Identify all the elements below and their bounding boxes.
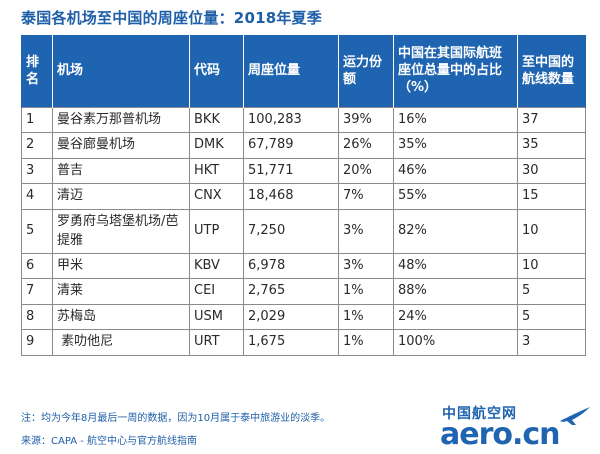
cell-capacity-share: 20%: [338, 157, 394, 184]
cell-china-share: 88%: [393, 278, 518, 305]
cell-china-share: 16%: [393, 106, 518, 133]
cell-airport: 曼谷廊曼机场: [52, 132, 190, 159]
cell-rank: 2: [21, 132, 53, 159]
header-code: 代码: [189, 35, 244, 107]
header-capacity-share: 运力份额: [338, 35, 394, 107]
cell-route-count: 3: [517, 329, 586, 356]
cell-airport: 甲米: [52, 252, 190, 279]
cell-rank: 9: [21, 329, 53, 356]
cell-airport: 苏梅岛: [52, 303, 190, 330]
logo-chinese-text: 中国航空网: [442, 406, 517, 422]
cell-weekly-seats: 2,765: [243, 278, 339, 305]
cell-china-share: 46%: [393, 157, 518, 184]
cell-code: CEI: [189, 278, 244, 305]
cell-china-share: 55%: [393, 183, 518, 210]
cell-code: CNX: [189, 183, 244, 210]
cell-rank: 8: [21, 303, 53, 330]
cell-capacity-share: 3%: [338, 252, 394, 279]
header-route-count: 至中国的航线数量: [517, 35, 586, 107]
cell-code: KBV: [189, 252, 244, 279]
aero-cn-logo: 中国航空网 aero.cn: [440, 403, 595, 452]
cell-route-count: 15: [517, 183, 586, 210]
cell-code: BKK: [189, 106, 244, 133]
cell-weekly-seats: 18,468: [243, 183, 339, 210]
cell-weekly-seats: 2,029: [243, 303, 339, 330]
table-row: 7 清莱 CEI 2,765 1% 88% 5: [21, 278, 586, 305]
cell-route-count: 10: [517, 208, 586, 254]
cell-china-share: 48%: [393, 252, 518, 279]
cell-rank: 4: [21, 183, 53, 210]
cell-airport: 曼谷素万那普机场: [52, 106, 190, 133]
cell-china-share: 100%: [393, 329, 518, 356]
table-row: 9 素叻他尼 URT 1,675 1% 100% 3: [21, 329, 586, 356]
cell-airport: 清莱: [52, 278, 190, 305]
cell-airport: 素叻他尼: [52, 329, 190, 356]
cell-weekly-seats: 100,283: [243, 106, 339, 133]
cell-rank: 7: [21, 278, 53, 305]
cell-capacity-share: 26%: [338, 132, 394, 159]
cell-code: URT: [189, 329, 244, 356]
cell-china-share: 35%: [393, 132, 518, 159]
cell-airport: 普吉: [52, 157, 190, 184]
cell-route-count: 5: [517, 303, 586, 330]
cell-weekly-seats: 1,675: [243, 329, 339, 356]
cell-capacity-share: 39%: [338, 106, 394, 133]
header-china-share: 中国在其国际航班座位总量中的占比（%）: [393, 35, 518, 107]
footnote: 注：均为今年8月最后一周的数据，因为10月属于泰中旅游业的淡季。: [21, 413, 331, 424]
table-row: 4 清迈 CNX 18,468 7% 55% 15: [21, 183, 586, 210]
cell-airport: 清迈: [52, 183, 190, 210]
cell-weekly-seats: 51,771: [243, 157, 339, 184]
cell-route-count: 35: [517, 132, 586, 159]
cell-capacity-share: 7%: [338, 183, 394, 210]
header-rank: 排名: [21, 35, 53, 107]
header-airport: 机场: [52, 35, 190, 107]
page-title: 泰国各机场至中国的周座位量：2018年夏季: [21, 9, 322, 27]
cell-airport: 罗勇府乌塔堡机场/芭提雅: [52, 208, 190, 254]
table-header-row: 排名 机场 代码 周座位量 运力份额 中国在其国际航班座位总量中的占比（%） 至…: [21, 35, 586, 107]
cell-code: USM: [189, 303, 244, 330]
table-row: 8 苏梅岛 USM 2,029 1% 24% 5: [21, 303, 586, 330]
cell-weekly-seats: 7,250: [243, 208, 339, 254]
table-row: 3 普吉 HKT 51,771 20% 46% 30: [21, 157, 586, 184]
cell-capacity-share: 1%: [338, 303, 394, 330]
cell-weekly-seats: 67,789: [243, 132, 339, 159]
cell-weekly-seats: 6,978: [243, 252, 339, 279]
table-row: 5 罗勇府乌塔堡机场/芭提雅 UTP 7,250 3% 82% 10: [21, 208, 586, 254]
cell-rank: 6: [21, 252, 53, 279]
cell-code: HKT: [189, 157, 244, 184]
cell-china-share: 24%: [393, 303, 518, 330]
cell-capacity-share: 1%: [338, 278, 394, 305]
cell-capacity-share: 3%: [338, 208, 394, 254]
table-row: 6 甲米 KBV 6,978 3% 48% 10: [21, 252, 586, 279]
cell-rank: 5: [21, 208, 53, 254]
table-row: 2 曼谷廊曼机场 DMK 67,789 26% 35% 35: [21, 132, 586, 159]
airplane-icon: [558, 405, 592, 431]
airport-seat-table: 排名 机场 代码 周座位量 运力份额 中国在其国际航班座位总量中的占比（%） 至…: [21, 35, 586, 356]
cell-code: UTP: [189, 208, 244, 254]
cell-capacity-share: 1%: [338, 329, 394, 356]
cell-route-count: 10: [517, 252, 586, 279]
cell-rank: 3: [21, 157, 53, 184]
cell-route-count: 30: [517, 157, 586, 184]
cell-rank: 1: [21, 106, 53, 133]
cell-route-count: 37: [517, 106, 586, 133]
header-weekly-seats: 周座位量: [243, 35, 339, 107]
cell-china-share: 82%: [393, 208, 518, 254]
logo-english-text: aero.cn: [440, 417, 561, 452]
cell-code: DMK: [189, 132, 244, 159]
source-note: 来源：CAPA - 航空中心与官方航线指南: [21, 436, 198, 447]
cell-route-count: 5: [517, 278, 586, 305]
table-row: 1 曼谷素万那普机场 BKK 100,283 39% 16% 37: [21, 106, 586, 133]
